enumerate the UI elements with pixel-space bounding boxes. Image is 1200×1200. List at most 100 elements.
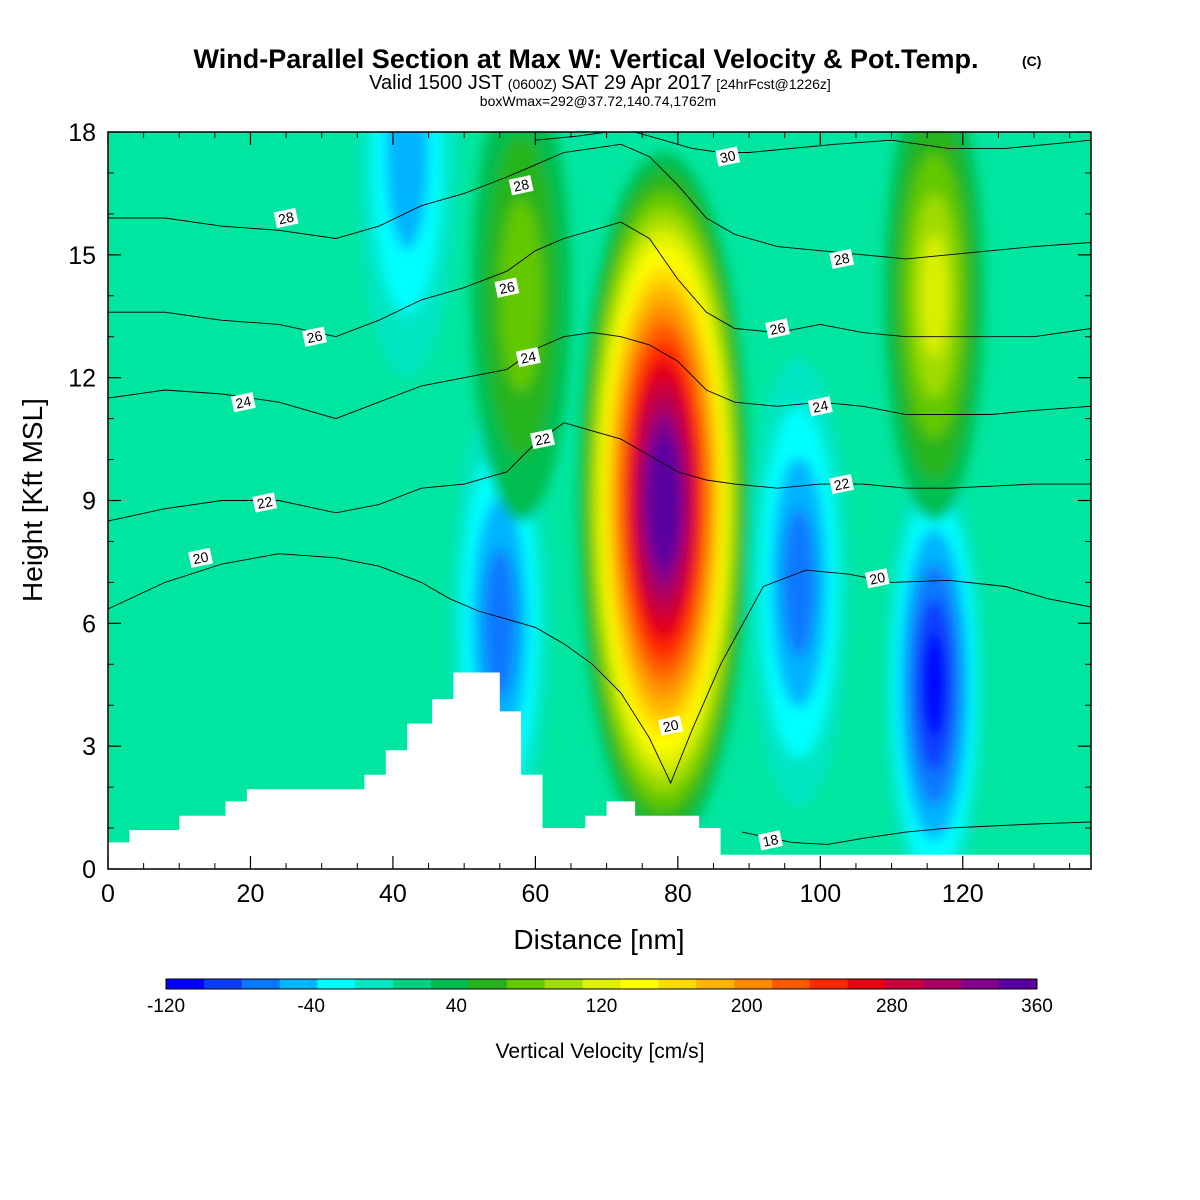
colorbar-swatch <box>582 979 621 989</box>
contour-label: 22 <box>829 474 855 495</box>
colorbar-swatch <box>658 979 697 989</box>
y-tick-label: 6 <box>82 610 96 638</box>
y-tick-label: 0 <box>82 856 96 884</box>
contour-label: 28 <box>508 175 534 196</box>
x-tick-label: 60 <box>521 880 549 908</box>
y-tick-label: 18 <box>68 119 96 147</box>
colorbar-swatch <box>166 979 205 989</box>
y-tick-label: 15 <box>68 242 96 270</box>
svg-text:26: 26 <box>768 319 787 338</box>
boxwmax-subtitle: boxWmax=292@37.72,140.74,1762m <box>480 93 716 109</box>
colorbar-tick-label: -120 <box>147 996 185 1017</box>
svg-text:28: 28 <box>277 208 296 227</box>
velocity-cell <box>385 132 429 249</box>
theta-contour-26 <box>108 221 1091 338</box>
contour-label: 28 <box>273 207 299 229</box>
x-axis: 0 20 40 60 80 100 120 <box>101 132 1071 908</box>
svg-text:24: 24 <box>234 393 253 412</box>
colorbar-tick-label: 360 <box>1021 996 1053 1017</box>
chart-title: Wind-Parallel Section at Max W: Vertical… <box>194 44 979 74</box>
colorbar-swatch <box>544 979 584 989</box>
colorbar-swatch <box>355 979 394 989</box>
colorbar-tick-label: 280 <box>876 996 908 1017</box>
colorbar-label: Vertical Velocity [cm/s] <box>496 1040 705 1063</box>
valid-time-line: Valid 1500 JST (0600Z) SAT 29 Apr 2017 [… <box>369 72 831 94</box>
contour-label: 26 <box>302 326 327 347</box>
colorbar-swatch <box>885 979 924 989</box>
potential-temperature-contours <box>108 132 1091 845</box>
colorbar-tick-label: 40 <box>446 996 467 1017</box>
x-axis-label: Distance [nm] <box>513 924 684 955</box>
colorbar-swatch <box>809 979 849 989</box>
svg-text:22: 22 <box>255 493 274 512</box>
copyright-mark: (C) <box>1022 53 1041 69</box>
colorbar-swatch <box>620 979 659 989</box>
svg-text:18: 18 <box>761 831 780 850</box>
svg-text:28: 28 <box>512 176 531 195</box>
contour-label: 26 <box>494 277 520 298</box>
colorbar-swatch <box>923 979 962 989</box>
velocity-cell <box>920 234 948 358</box>
contour-labels: 18 20 20 20 22 22 22 24 24 24 26 26 26 28 28 28 30 <box>188 146 890 851</box>
theta-contour-28 <box>108 143 1091 260</box>
colorbar-swatch <box>241 979 281 989</box>
colorbar-swatch <box>203 979 243 989</box>
svg-text:28: 28 <box>832 249 851 268</box>
colorbar-swatch <box>279 979 318 989</box>
vertical-velocity-field <box>357 132 985 869</box>
x-tick-label: 120 <box>942 880 984 908</box>
svg-text:26: 26 <box>498 278 517 297</box>
theta-contour-18 <box>741 821 1091 845</box>
colorbar-swatch <box>734 979 773 989</box>
colorbar-swatch <box>393 979 432 989</box>
y-axis: 0 3 6 9 12 15 18 <box>68 119 1091 884</box>
colorbar-swatch <box>961 979 1000 989</box>
contour-label: 28 <box>829 248 855 270</box>
velocity-cell <box>483 548 517 699</box>
svg-text:30: 30 <box>718 147 737 166</box>
x-tick-label: 40 <box>379 880 407 908</box>
velocity-cell <box>922 632 946 737</box>
svg-text:22: 22 <box>832 475 851 494</box>
colorbar-tick-label: 200 <box>731 996 763 1017</box>
x-tick-label: 80 <box>664 880 692 908</box>
theta-contour-24 <box>108 332 1091 420</box>
colorbar-swatch <box>506 979 546 989</box>
contour-label: 24 <box>807 396 833 417</box>
y-tick-label: 12 <box>68 365 96 393</box>
colorbar-ticks: -120 -40 40 120 200 280 360 <box>147 996 1053 1017</box>
colorbar-tick-label: 120 <box>586 996 618 1017</box>
contour-label: 30 <box>715 146 741 167</box>
svg-text:20: 20 <box>191 548 210 567</box>
contour-label: 20 <box>864 568 890 589</box>
y-tick-label: 9 <box>82 488 96 516</box>
contour-label: 20 <box>188 547 214 568</box>
y-axis-label: Height [Kft MSL] <box>17 398 48 602</box>
x-tick-label: 0 <box>101 880 115 908</box>
contour-label: 24 <box>515 347 541 368</box>
colorbar-swatch <box>999 979 1038 989</box>
velocity-cell <box>656 472 671 529</box>
colorbar-swatch <box>847 979 887 989</box>
colorbar-swatch <box>317 979 356 989</box>
svg-text:20: 20 <box>868 569 887 588</box>
contour-label: 22 <box>530 428 555 450</box>
colorbar-swatch <box>468 979 508 989</box>
contour-label: 18 <box>758 830 783 851</box>
contour-label: 26 <box>765 318 791 339</box>
contour-label: 20 <box>658 715 684 736</box>
terrain-mask <box>108 672 1091 869</box>
colorbar-tick-label: -40 <box>297 996 324 1017</box>
y-tick-label: 3 <box>82 733 96 761</box>
velocity-cell <box>499 199 543 393</box>
contour-label: 24 <box>230 392 256 413</box>
velocity-cell <box>782 507 816 658</box>
colorbar-swatch <box>771 979 811 989</box>
colorbar <box>165 978 1038 990</box>
svg-text:26: 26 <box>305 327 324 346</box>
colorbar-swatch <box>696 979 735 989</box>
svg-text:24: 24 <box>811 397 830 416</box>
svg-text:22: 22 <box>533 430 552 449</box>
contour-label: 22 <box>252 492 278 513</box>
